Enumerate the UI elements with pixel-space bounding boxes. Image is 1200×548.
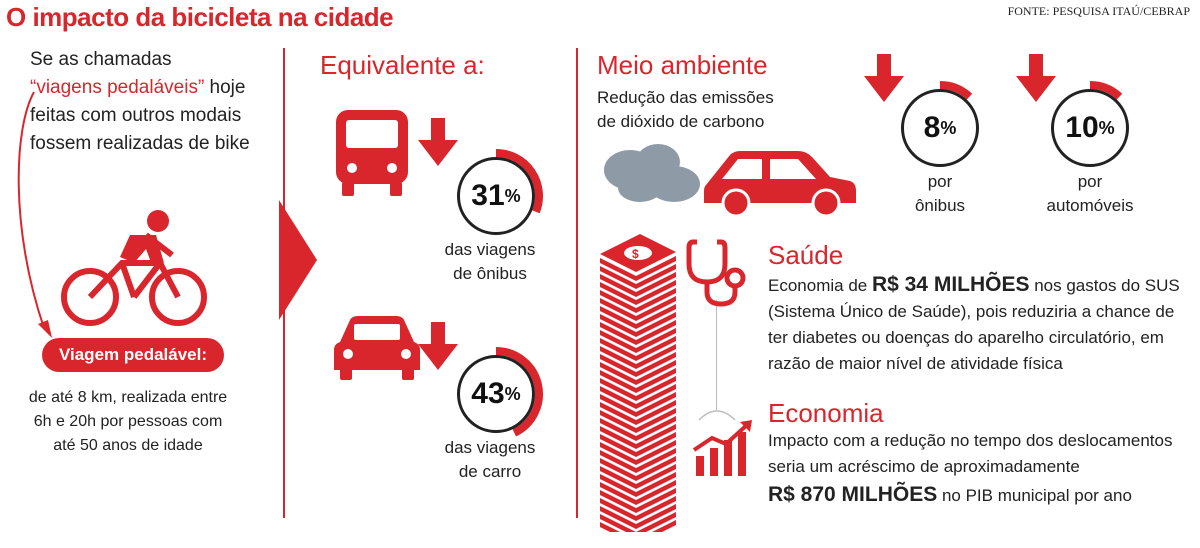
percent-caption: das viagens de carro (444, 438, 536, 481)
percent-value: 31 (471, 179, 505, 212)
saude-text: Economia de R$ 34 MILHÕES nos gastos do … (768, 273, 1180, 373)
percent-caption: por ônibus (914, 172, 966, 215)
column-divider (576, 48, 578, 518)
bill-layer (600, 520, 676, 532)
progress-ring (495, 347, 543, 437)
definition-description: de até 8 km, realizada entre 6h e 20h po… (28, 389, 228, 454)
progress-arc (495, 347, 543, 437)
percent-value: 8 (923, 111, 941, 144)
page-title: O impacto da bicicleta na cidade (6, 2, 394, 32)
money-stack-icon: $ (600, 234, 676, 532)
percent-ring-bus: 31% (448, 148, 544, 244)
meio-ambiente-heading: Meio ambiente (597, 50, 768, 80)
bill-layer (600, 416, 676, 441)
bill-layer (600, 424, 676, 449)
percent-caption: das viagens de ônibus (444, 240, 536, 283)
connector-line (716, 300, 717, 410)
percent-ring-automoveis: 10% (1042, 80, 1138, 176)
car-side-icon (704, 151, 856, 218)
bill-layer (600, 496, 676, 521)
bill-layer (600, 296, 676, 321)
progress-arc (1089, 81, 1123, 100)
bill-layer (600, 488, 676, 513)
bill-layer (600, 360, 676, 385)
progress-arc (939, 81, 973, 100)
percent-caption: por automóveis (1046, 172, 1134, 215)
bill-layer (600, 344, 676, 369)
intro-text: Se as chamadas “viagens pedaláveis” hoje… (30, 49, 250, 154)
bill-layer (600, 272, 676, 297)
down-arrow-icon (864, 54, 904, 102)
bill-layer (600, 384, 676, 409)
bill-layer (600, 352, 676, 377)
economia-text: Impacto com a redução no tempo dos deslo… (768, 431, 1173, 506)
big-arrow-icon (279, 200, 317, 320)
bill-layer (600, 408, 676, 433)
bill-layer (600, 432, 676, 457)
progress-ring (1089, 81, 1123, 100)
percent-value: 10 (1065, 111, 1099, 144)
down-arrow-icon (1016, 54, 1056, 102)
bill-layer (600, 336, 676, 361)
bill-layer (600, 312, 676, 337)
bill-layer (600, 504, 676, 529)
bill-layer (600, 512, 676, 532)
source-credit: FONTE: PESQUISA ITAÚ/CEBRAP (1007, 4, 1190, 18)
progress-arc (495, 149, 543, 214)
bill-layer (600, 304, 676, 329)
bill-layer (600, 456, 676, 481)
percent-value: 43 (471, 377, 505, 410)
bill-layer (600, 328, 676, 353)
svg-text:$: $ (632, 247, 639, 261)
percent-ring-car: 43% (448, 346, 544, 442)
intro-highlight: “viagens pedaláveis” (30, 77, 205, 98)
down-arrow-icon (418, 118, 458, 166)
bill-layer (600, 472, 676, 497)
bill-layer (600, 464, 676, 489)
cyclist-icon (61, 210, 207, 326)
progress-ring (495, 149, 543, 214)
bill-layer (600, 400, 676, 425)
down-arrow-icon (418, 322, 458, 370)
equivalente-heading: Equivalente a: (320, 50, 485, 80)
economia-amount: R$ 870 MILHÕES (768, 483, 938, 506)
percent-ring-onibus: 8% (892, 80, 988, 176)
bill-layer (600, 280, 676, 305)
bus-icon (336, 110, 408, 196)
bill-layer (600, 480, 676, 505)
bill-layer (600, 288, 676, 313)
bill-layer (600, 256, 676, 281)
bill-layer (600, 368, 676, 393)
definition-label: Viagem pedalável: (42, 338, 224, 372)
stethoscope-icon (686, 239, 746, 307)
bill-layer (600, 448, 676, 473)
progress-ring (939, 81, 973, 100)
economia-heading: Economia (768, 398, 884, 428)
connector-curve (698, 410, 736, 421)
bill-layer (600, 320, 676, 345)
bill-layer (600, 376, 676, 401)
bill-layer (600, 440, 676, 465)
curved-arrow-icon (17, 91, 52, 338)
bill-layer (600, 392, 676, 417)
saude-heading: Saúde (768, 240, 844, 270)
car-icon (334, 316, 420, 380)
smoke-cloud-icon (604, 144, 700, 202)
meio-ambiente-subtitle: Redução das emissões de dióxido de carbo… (597, 88, 774, 131)
saude-amount: R$ 34 MILHÕES (871, 273, 1030, 296)
growth-chart-icon (692, 420, 752, 476)
bill-layer (600, 264, 676, 289)
